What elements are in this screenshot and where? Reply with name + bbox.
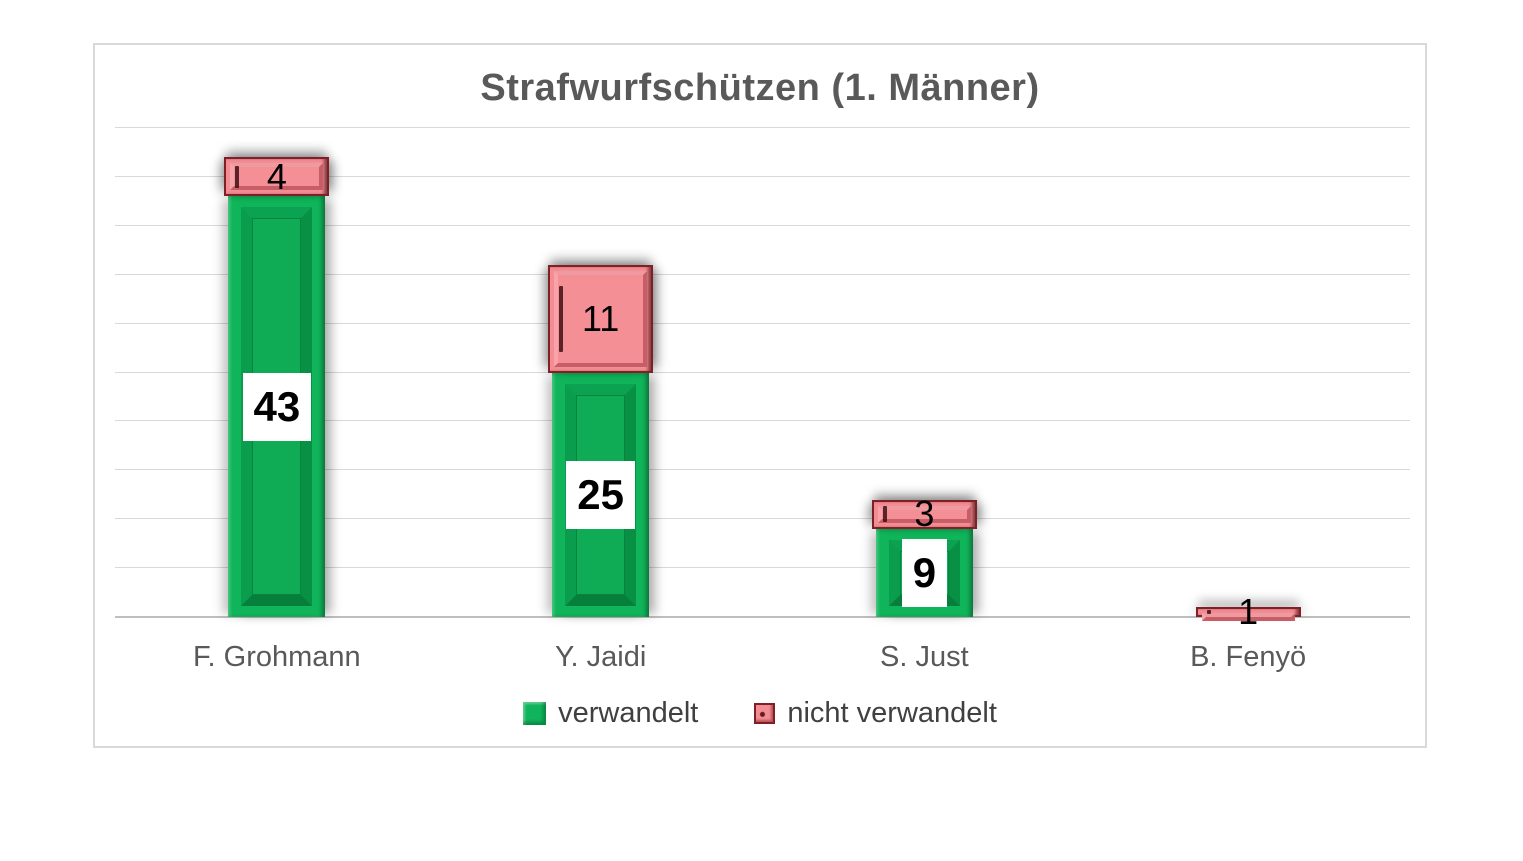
plot-area: 43 4 25 11 9 3 1 [115, 127, 1410, 630]
gridline [115, 469, 1410, 471]
legend-swatch-nicht-verwandelt [754, 703, 776, 724]
bevel-tick [1206, 610, 1211, 614]
gridline [115, 224, 1410, 226]
x-axis-label: S. Just [880, 641, 969, 673]
bar-value-label-nicht-verwandelt: 3 [914, 493, 935, 535]
gridline [115, 567, 1410, 569]
gridline [115, 420, 1410, 422]
gridline [115, 322, 1410, 324]
bar-segment-nicht-verwandelt: 1 [1195, 594, 1301, 630]
x-axis-label: Y. Jaidi [554, 641, 647, 673]
gridline [115, 273, 1410, 275]
bar-segment-nicht-verwandelt: 4 [224, 155, 330, 197]
chart-container: Strafwurfschützen (1. Männer) 43 4 25 11 9 3 1… [93, 43, 1427, 748]
legend-label: verwandelt [558, 697, 699, 729]
bar-segment-nicht-verwandelt: 3 [871, 496, 977, 532]
gridline [115, 127, 1410, 128]
bar-value-label-nicht-verwandelt: 1 [1238, 591, 1259, 633]
legend-item: verwandelt [523, 697, 698, 730]
bevel-tick [559, 285, 564, 352]
bar-segment-verwandelt: 9 [875, 528, 973, 617]
legend-swatch-verwandelt [523, 702, 547, 725]
legend-item: nicht verwandelt [754, 697, 997, 730]
x-axis-label: F. Grohmann [193, 641, 361, 673]
bar-value-label-nicht-verwandelt: 4 [266, 155, 287, 197]
bar-segment-verwandelt: 43 [228, 196, 326, 617]
legend: verwandelt nicht verwandelt [95, 697, 1425, 730]
legend-label: nicht verwandelt [787, 697, 997, 729]
x-axis-line [115, 616, 1410, 618]
x-axis-label: B. Fenyö [1190, 641, 1307, 673]
gridline [115, 175, 1410, 177]
bevel-tick [882, 506, 887, 523]
bar-value-label-nicht-verwandelt: 11 [581, 297, 620, 339]
bar-segment-verwandelt: 25 [552, 372, 650, 617]
x-axis: F. Grohmann Y. Jaidi S. Just B. Fenyö [115, 641, 1410, 683]
bar-segment-nicht-verwandelt: 11 [548, 264, 654, 373]
chart-title: Strafwurfschützen (1. Männer) [480, 67, 1040, 109]
bar-value-label-verwandelt: 25 [566, 460, 635, 529]
bar-value-label-verwandelt: 9 [901, 538, 948, 607]
gridline [115, 518, 1410, 520]
gridline [115, 371, 1410, 373]
bar-value-label-verwandelt: 43 [242, 372, 312, 441]
bevel-tick [235, 165, 240, 189]
